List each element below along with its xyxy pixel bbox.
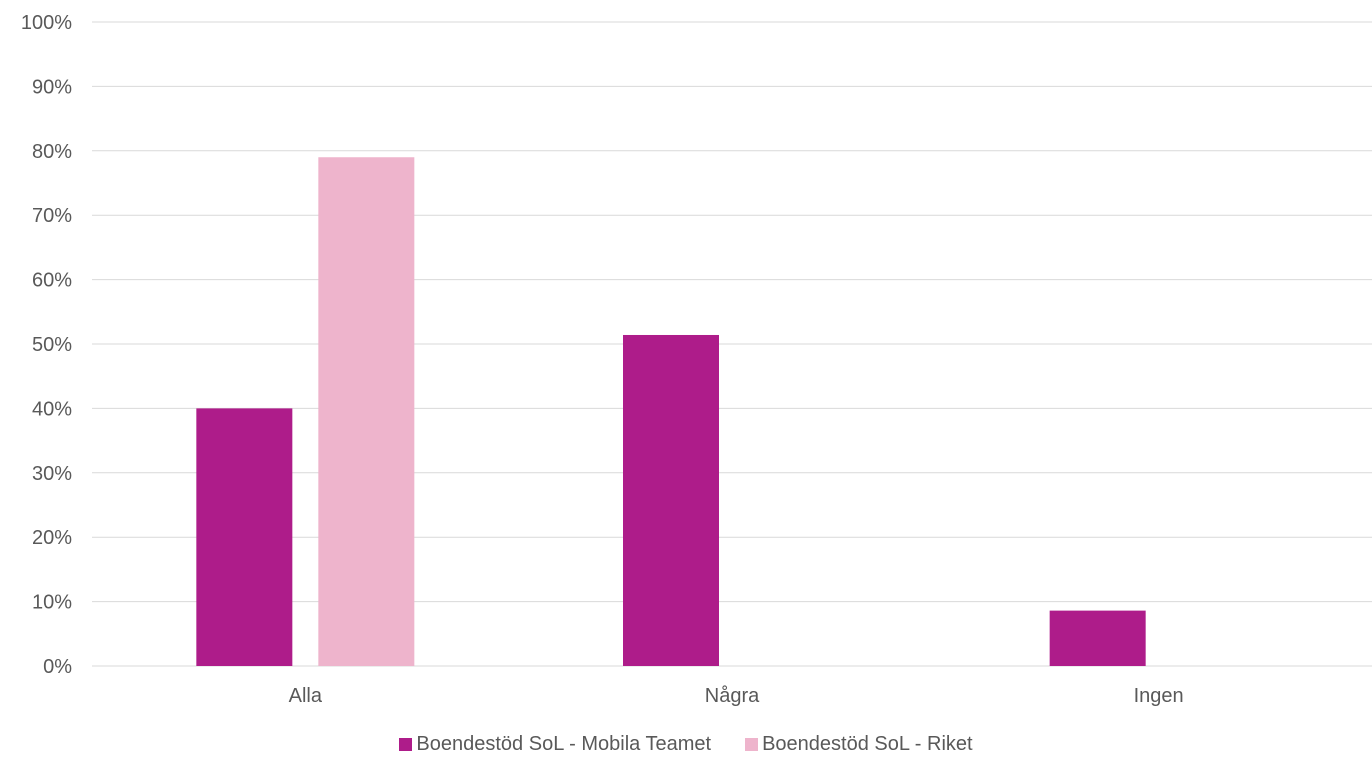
y-tick-label: 10% — [32, 592, 72, 614]
legend-item-mobila-teamet: Boendestöd SoL - Mobila Teamet — [399, 733, 711, 756]
y-tick-label: 0% — [43, 656, 72, 678]
legend: Boendestöd SoL - Mobila Teamet Boendestö… — [0, 733, 1372, 756]
y-tick-label: 90% — [32, 76, 72, 98]
y-tick-label: 40% — [32, 398, 72, 420]
x-tick-label: Ingen — [1134, 685, 1184, 707]
y-axis-ticks: 0% 10% 20% 30% 40% 50% 60% 70% 80% 90% 100% — [21, 12, 72, 678]
gridlines — [92, 21, 1372, 667]
y-tick-label: 30% — [32, 463, 72, 485]
bar-några-series-0 — [623, 334, 719, 666]
y-tick-label: 100% — [21, 12, 72, 34]
legend-swatch-mobila-teamet — [399, 738, 413, 751]
y-tick-label: 20% — [32, 527, 72, 549]
x-tick-label: Alla — [289, 685, 323, 707]
bars — [196, 157, 1146, 667]
y-tick-label: 60% — [32, 270, 72, 292]
legend-item-riket: Boendestöd SoL - Riket — [745, 733, 973, 756]
bar-alla-series-1 — [318, 157, 415, 667]
y-tick-label: 70% — [32, 205, 72, 227]
y-tick-label: 80% — [32, 141, 72, 163]
y-tick-label: 50% — [32, 334, 72, 356]
bar-ingen-series-0 — [1049, 610, 1146, 666]
x-tick-label: Några — [705, 685, 760, 707]
legend-label-riket: Boendestöd SoL - Riket — [762, 733, 973, 755]
legend-swatch-riket — [745, 738, 759, 751]
x-axis-ticks: Alla Några Ingen — [289, 685, 1184, 707]
legend-label-mobila-teamet: Boendestöd SoL - Mobila Teamet — [416, 733, 712, 755]
bar-alla-series-0 — [196, 408, 293, 666]
